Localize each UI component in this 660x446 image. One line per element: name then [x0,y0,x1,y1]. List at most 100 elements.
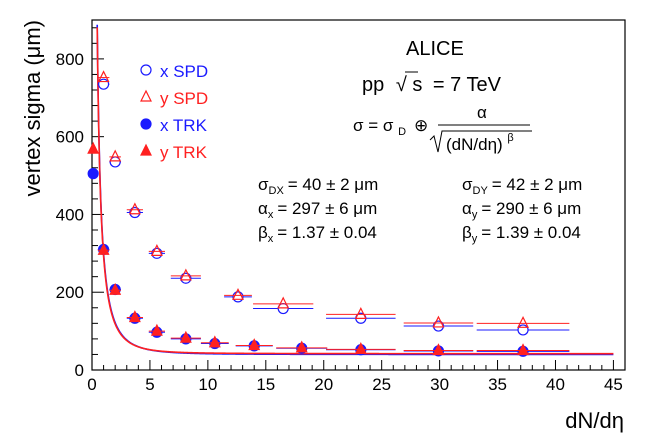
sigma-dx-sub: DX [269,185,285,197]
formula-numerator: α [477,103,487,122]
data-point [232,287,244,300]
data-points [87,70,570,357]
data-point [87,168,99,180]
x-tick-label: 0 [87,375,96,394]
data-point [208,335,221,348]
alpha-x-sub: x [268,209,274,221]
data-point [517,343,530,356]
legend-label: y SPD [160,89,208,108]
svg-text:σDY= 42 ± 2 μm: σDY = 42 ± 2 μm [462,175,582,197]
formula-denominator: (dN/dη) [446,135,503,154]
data-point [150,323,163,336]
fit-formula: σ = σ D ⊕ α (dN/dη) β [353,103,532,154]
alpha-y-value: = 290 ± 6 μm [481,199,581,218]
data-point [97,242,110,255]
data-point [432,343,445,356]
x-tick-label: 5 [145,375,154,394]
data-point [150,244,163,256]
y-axis-title: vertex sigma (μm) [20,20,45,196]
x-tick-label: 45 [604,375,623,394]
energy-label: pp √ s = 7 TeV [362,71,502,96]
alpha-x-value: = 297 ± 6 μm [277,199,377,218]
legend-marker [140,118,152,130]
svg-text:βy= 1.39 ± 0.04: βy = 1.39 ± 0.04 [462,223,581,245]
data-point [295,340,308,353]
beta-y-value: = 1.39 ± 0.04 [481,223,581,242]
y-tick-label: 200 [56,283,84,302]
alpha-x-symbol: α [258,199,268,218]
beta-x-symbol: β [258,223,268,242]
y-tick-label: 800 [56,50,84,69]
x-tick-label: 20 [314,375,333,394]
x-tick-label: 25 [372,375,391,394]
x-tick-label: 15 [256,375,275,394]
data-point [128,202,141,215]
energy-s: s [412,74,422,96]
formula-lhs: σ = σ [353,116,394,135]
sigma-dy-sub: DY [473,185,489,197]
legend-label: x TRK [160,116,208,135]
series-y-trk [87,141,570,356]
svg-text:(dN/dη) β: (dN/dη) β [446,132,514,154]
data-point [248,338,261,351]
sigma-dy-value: = 42 ± 2 μm [492,175,582,194]
data-point [517,324,529,336]
legend: x SPD y SPD x TRK y TRK [140,62,208,162]
svg-text:σDX= 40 ± 2 μm: σDX = 40 ± 2 μm [258,175,378,197]
beta-x-sub: x [268,233,274,245]
data-point [129,206,141,219]
sqrt-symbol: √ [396,74,407,96]
alpha-y-symbol: α [462,199,472,218]
legend-label: x SPD [160,62,208,81]
data-point [277,296,290,309]
svg-text:βx= 1.37 ± 0.04: βx = 1.37 ± 0.04 [258,223,377,245]
x-axis-title: dN/dη [565,408,624,433]
sqrt-radical [429,130,532,153]
sigma-dx-value: = 40 ± 2 μm [288,175,378,194]
y-tick-label: 600 [56,128,84,147]
series-x-trk [87,168,570,357]
beta-y-symbol: β [462,223,472,242]
legend-marker [140,64,152,76]
fit-params-x: σDX = 40 ± 2 μm αx = 297 ± 6 μm βx = 1.37 ±… [258,175,378,245]
data-point [179,268,192,281]
data-point [97,70,110,83]
legend-marker [140,143,152,156]
formula-beta: β [507,132,513,144]
formula-oplus: ⊕ [414,116,428,135]
legend-marker [140,89,152,102]
x-tick-label: 40 [546,375,565,394]
data-point [517,315,530,328]
beta-y-sub: y [472,233,478,245]
energy-value: = 7 TeV [433,74,502,96]
svg-text:σ = σ D: σ = σ D [353,116,406,138]
data-point [97,78,110,90]
energy-pp: pp [362,74,384,96]
beta-x-value: = 1.37 ± 0.04 [277,223,377,242]
y-tick-label: 400 [56,205,84,224]
alpha-y-sub: y [472,209,478,221]
axis-ticks: 0 5 10 15 20 25 30 35 40 45 0 200 400 600 800 [56,27,626,394]
data-point [109,282,122,295]
x-tick-label: 10 [198,375,217,394]
series-y-spd [97,70,570,328]
data-point [432,315,445,328]
legend-label: y TRK [160,143,208,162]
data-point [128,310,141,323]
sigma-dx-symbol: σ [258,175,269,194]
svg-text:pp √ s = 7 T: pp √ s = 7 TeV [362,74,502,96]
experiment-label: ALICE [406,38,464,60]
y-tick-label: 0 [75,361,84,380]
svg-text:αx= 297 ± 6 μm: αx = 297 ± 6 μm [258,199,377,221]
x-tick-label: 35 [488,375,507,394]
data-point [179,330,192,343]
fit-params-y: σDY = 42 ± 2 μm αy = 290 ± 6 μm βy = 1.39 ±… [462,175,582,245]
data-point [109,149,122,162]
sigma-dy-symbol: σ [462,175,473,194]
svg-text:αy= 290 ± 6 μm: αy = 290 ± 6 μm [462,199,581,221]
formula-lhs-sub: D [398,126,406,138]
data-point [354,307,367,319]
x-tick-label: 30 [430,375,449,394]
data-point [87,141,100,154]
